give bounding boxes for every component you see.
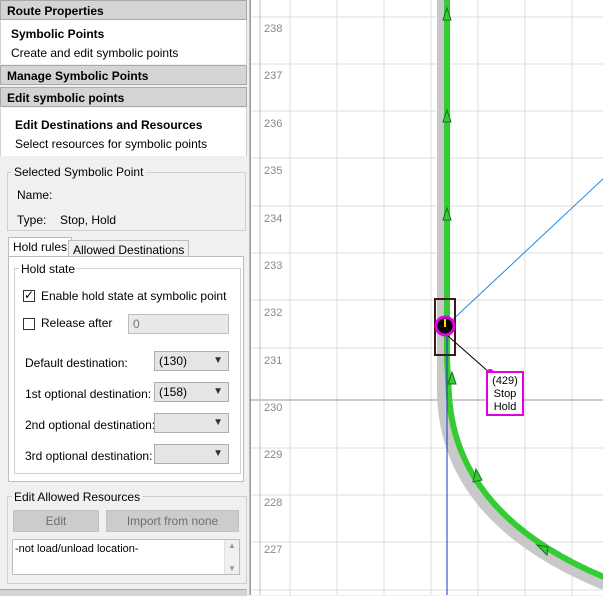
default-destination-value: (130) xyxy=(159,354,188,368)
y-tick-label: 238 xyxy=(264,23,282,35)
y-tick-label: 232 xyxy=(264,307,282,319)
name-label: Name: xyxy=(17,188,53,202)
opt1-destination-select[interactable]: (158) ▼ xyxy=(154,382,229,402)
edit-symbolic-points-label: Edit symbolic points xyxy=(7,91,125,105)
y-tick-label: 230 xyxy=(264,402,282,414)
opt3-destination-label: 3rd optional destination: xyxy=(25,449,153,463)
edit-destinations-section: Edit Destinations and Resources Select r… xyxy=(0,108,247,156)
resources-list[interactable]: -not load/unload location- ▲ ▼ xyxy=(12,539,240,575)
edit-button[interactable]: Edit xyxy=(13,510,99,532)
symbolic-points-section: Symbolic Points Create and edit symbolic… xyxy=(0,20,247,64)
y-tick-label: 236 xyxy=(264,118,282,130)
import-from-none-button[interactable]: Import from none xyxy=(106,510,239,532)
y-tick-label: 229 xyxy=(264,449,282,461)
tab-hold-rules[interactable]: Hold rules xyxy=(8,237,73,257)
route-line xyxy=(444,0,603,580)
symbolic-points-subtitle: Create and edit symbolic points xyxy=(11,46,179,60)
edit-destinations-title: Edit Destinations and Resources xyxy=(15,118,203,132)
chevron-down-icon: ▼ xyxy=(213,417,223,428)
list-scrollbar[interactable]: ▲ ▼ xyxy=(224,540,239,574)
symbolic-points-title: Symbolic Points xyxy=(11,27,105,41)
hold-state-group-title: Hold state xyxy=(19,262,78,276)
manage-symbolic-points-header[interactable]: Manage Symbolic Points xyxy=(0,65,247,85)
route-properties-header[interactable]: Route Properties xyxy=(0,0,247,20)
opt3-destination-select[interactable]: ▼ xyxy=(154,444,229,464)
stop-label-mode: Hold xyxy=(493,401,517,413)
checkmark-icon: ✓ xyxy=(24,288,35,302)
properties-panel: Route Properties Symbolic Points Create … xyxy=(0,0,250,596)
tab-allowed-destinations[interactable]: Allowed Destinations xyxy=(68,240,190,258)
chevron-down-icon: ▼ xyxy=(213,355,223,366)
y-tick-label: 237 xyxy=(264,70,282,82)
manage-symbolic-points-label: Manage Symbolic Points xyxy=(7,69,149,83)
edit-destinations-subtitle: Select resources for symbolic points xyxy=(15,137,208,151)
grid-lines xyxy=(251,0,603,595)
route-properties-label: Route Properties xyxy=(7,4,104,18)
release-after-label: Release after xyxy=(41,316,113,330)
map-view[interactable]: 238 237 236 235 234 233 232 231 230 229 … xyxy=(250,0,603,595)
chevron-down-icon: ▼ xyxy=(213,386,223,397)
opt2-destination-label: 2nd optional destination: xyxy=(25,418,156,432)
y-tick-label: 233 xyxy=(264,260,282,272)
y-tick-labels: 238 237 236 235 234 233 232 231 230 229 … xyxy=(264,23,282,556)
next-section-header-edge xyxy=(0,589,247,596)
list-item[interactable]: -not load/unload location- xyxy=(15,543,139,555)
opt1-destination-value: (158) xyxy=(159,385,188,399)
diagonal-link xyxy=(446,178,603,326)
map-canvas[interactable]: 238 237 236 235 234 233 232 231 230 229 … xyxy=(251,0,603,595)
edit-symbolic-points-header[interactable]: Edit symbolic points xyxy=(0,87,247,107)
y-tick-label: 231 xyxy=(264,355,282,367)
y-tick-label: 228 xyxy=(264,497,282,509)
stop-connector xyxy=(447,335,491,374)
scroll-down-icon[interactable]: ▼ xyxy=(228,564,236,573)
opt1-destination-label: 1st optional destination: xyxy=(25,387,152,401)
y-tick-label: 234 xyxy=(264,213,282,225)
release-after-checkbox[interactable] xyxy=(23,318,35,330)
type-value: Stop, Hold xyxy=(60,213,117,227)
opt2-destination-select[interactable]: ▼ xyxy=(154,413,229,433)
y-tick-label: 235 xyxy=(264,165,282,177)
type-label: Type: xyxy=(17,213,47,227)
stop-point-label[interactable]: (429) Stop Hold xyxy=(486,371,524,416)
scroll-up-icon[interactable]: ▲ xyxy=(228,541,236,550)
release-after-input[interactable]: 0 xyxy=(128,314,229,334)
stop-label-type: Stop xyxy=(493,388,517,400)
enable-hold-checkbox[interactable]: ✓ xyxy=(23,288,35,302)
y-tick-label: 227 xyxy=(264,544,282,556)
route-shadow xyxy=(437,0,603,590)
allowed-resources-group-title: Edit Allowed Resources xyxy=(12,490,143,504)
hold-state-group xyxy=(14,268,241,474)
default-destination-select[interactable]: (130) ▼ xyxy=(154,351,229,371)
chevron-down-icon: ▼ xyxy=(213,448,223,459)
default-destination-label: Default destination: xyxy=(25,356,128,370)
selected-point-group-title: Selected Symbolic Point xyxy=(12,165,146,179)
stop-label-id: (429) xyxy=(492,375,518,387)
route-direction-arrows xyxy=(442,6,549,557)
enable-hold-label: Enable hold state at symbolic point xyxy=(41,289,227,303)
